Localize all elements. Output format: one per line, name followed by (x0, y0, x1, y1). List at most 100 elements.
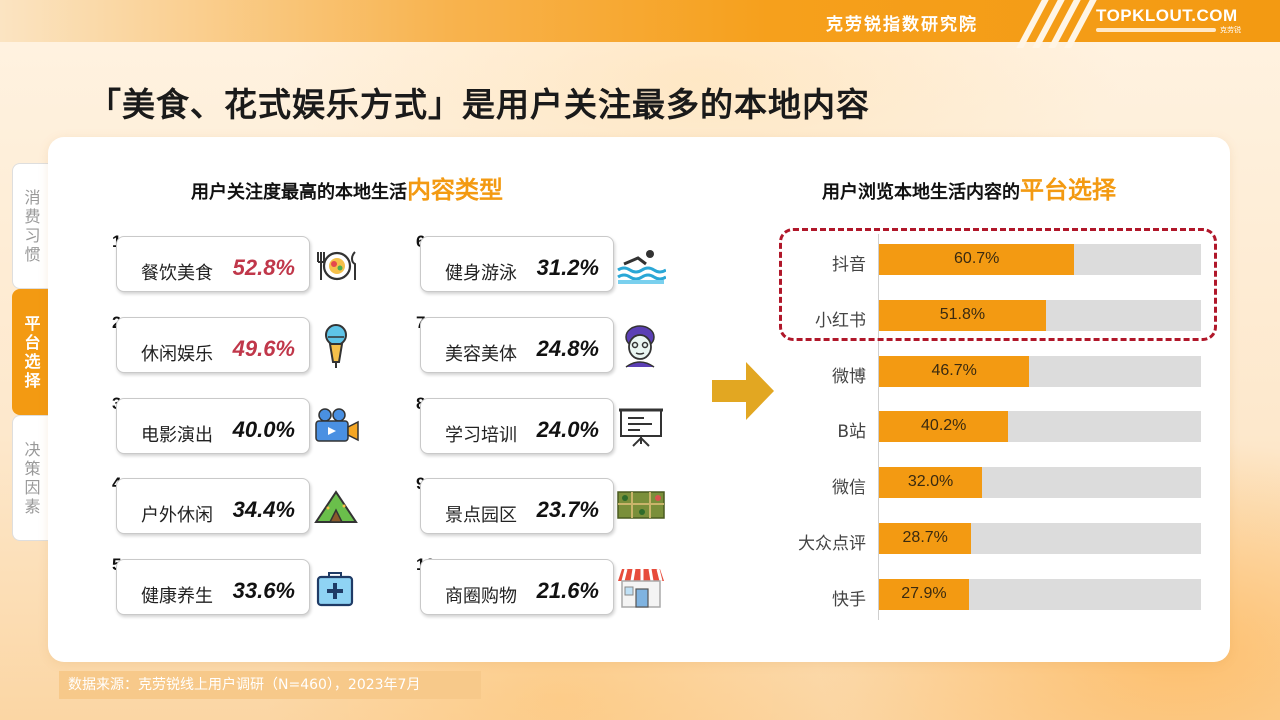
content-type-card: 户外休闲 34.4% (116, 478, 310, 534)
bar-row: 微信 32.0% (0, 467, 1280, 499)
data-source-note: 数据来源：克劳锐线上用户调研（N=460），2023年7月 (59, 671, 481, 699)
tab-platform-choice[interactable]: 平台选择 (12, 289, 52, 415)
content-type-name: 商圈购物 (445, 586, 517, 607)
bar-value-label: 51.8% (939, 305, 986, 323)
content-type-item: 3 电影演出 40.0% (112, 394, 382, 456)
header-stripes (1016, 0, 1099, 48)
arrow-right-icon (712, 362, 774, 420)
tab-consumption-habits[interactable]: 消费习惯 (12, 163, 52, 289)
org-name: 克劳锐指数研究院 (826, 15, 978, 35)
content-type-item: 1 餐饮美食 52.8% (112, 232, 382, 294)
content-type-item: 8 学习培训 24.0% (416, 394, 686, 456)
bar-value-label: 27.9% (901, 584, 947, 602)
video-camera-icon (315, 408, 359, 442)
content-type-name: 餐饮美食 (141, 263, 213, 284)
bar-track: 40.2% (879, 411, 1201, 443)
microphone-icon (325, 324, 347, 368)
bar (879, 411, 1009, 443)
bar-row: 大众点评 28.7% (0, 523, 1280, 555)
logo-sub-cn: 克劳锐 (1220, 26, 1241, 34)
dining-plate-icon (317, 251, 356, 281)
content-type-card: 景点园区 23.7% (420, 478, 614, 534)
bar (879, 467, 983, 499)
content-type-item: 6 健身游泳 31.2% (416, 232, 686, 294)
content-type-value: 52.8% (232, 255, 295, 280)
content-type-value: 31.2% (536, 255, 599, 280)
bar-value-label: 46.7% (931, 361, 977, 379)
content-type-card: 餐饮美食 52.8% (116, 236, 310, 292)
left-title-prefix: 用户关注度最高的本地生活 (191, 182, 407, 203)
right-panel-title: 用户浏览本地生活内容的平台选择 (822, 170, 1116, 205)
first-aid-kit-icon (316, 572, 354, 607)
content-type-name: 户外休闲 (141, 505, 213, 526)
logo-text: TOPKLOUT.COM (1096, 6, 1238, 25)
content-type-name: 电影演出 (141, 425, 213, 446)
facial-mask-icon (625, 325, 655, 368)
bar-track: 28.7% (879, 523, 1201, 554)
bar-value-label: 60.7% (954, 250, 1000, 267)
bar (879, 523, 972, 554)
content-type-item: 2 休闲娱乐 49.6% (112, 313, 382, 375)
content-type-value: 49.6% (232, 336, 295, 361)
tab-label: 消费习惯 (24, 188, 41, 264)
bar-category-label: 快手 (832, 589, 866, 610)
bar-row: 小红书 51.8% (0, 299, 1280, 332)
bar-row: 微博 46.7% (0, 355, 1280, 388)
content-type-card: 学习培训 24.0% (420, 398, 614, 454)
content-type-value: 40.0% (232, 417, 295, 442)
content-type-value: 33.6% (232, 578, 295, 603)
content-type-value: 21.6% (536, 578, 599, 603)
bar-track: 27.9% (879, 578, 1201, 610)
content-type-item: 4 户外休闲 34.4% (112, 474, 382, 536)
bar-track: 51.8% (879, 299, 1201, 331)
bar-category-label: 微博 (832, 366, 866, 387)
right-title-highlight: 平台选择 (1020, 176, 1116, 204)
logo-tagline (1096, 28, 1248, 34)
bar-value-label: 40.2% (921, 417, 967, 435)
bar-row: 快手 27.9% (0, 578, 1280, 611)
bar-row: B站 40.2% (0, 411, 1280, 443)
brand-logo: TOPKLOUT.COM 克劳锐 (1096, 6, 1256, 38)
content-type-value: 24.0% (536, 417, 599, 442)
content-type-name: 休闲娱乐 (141, 344, 213, 365)
tab-decision-factors[interactable]: 决策因素 (12, 415, 52, 541)
bar-value-label: 32.0% (907, 473, 954, 491)
content-type-name: 健身游泳 (445, 263, 517, 284)
content-type-card: 休闲娱乐 49.6% (116, 317, 310, 373)
content-type-item: 7 美容美体 24.8% (416, 313, 686, 375)
swimmer-icon (617, 250, 666, 284)
bar-row: 抖音 60.7% (0, 244, 1280, 276)
bar-category-label: B站 (837, 422, 866, 443)
content-type-card: 健康养生 33.6% (116, 559, 310, 615)
tab-label: 决策因素 (24, 440, 41, 516)
bar-category-label: 微信 (832, 478, 866, 499)
content-type-card: 健身游泳 31.2% (420, 236, 614, 292)
bar-category-label: 抖音 (832, 255, 866, 275)
bar-category-label: 大众点评 (798, 534, 866, 554)
bar-value-label: 28.7% (902, 529, 948, 546)
content-type-name: 景点园区 (445, 505, 517, 526)
content-type-value: 24.8% (536, 336, 599, 361)
content-type-value: 34.4% (232, 497, 295, 522)
content-type-name: 健康养生 (141, 586, 213, 607)
bar-track: 60.7% (879, 244, 1201, 275)
bar (879, 244, 1075, 275)
bar-chart-axis (878, 234, 879, 620)
presentation-board-icon (619, 408, 663, 447)
content-type-item: 10 商圈购物 21.6% (416, 555, 686, 617)
park-map-icon (617, 491, 665, 519)
header-bar: 克劳锐指数研究院 TOPKLOUT.COM 克劳锐 (0, 0, 1280, 48)
bar (879, 355, 1030, 387)
content-type-value: 23.7% (536, 497, 599, 522)
bar (879, 578, 969, 610)
left-panel-title: 用户关注度最高的本地生活内容类型 (191, 170, 503, 205)
tab-label: 平台选择 (24, 314, 41, 390)
bar-track: 46.7% (879, 355, 1201, 387)
content-type-name: 美容美体 (445, 344, 517, 365)
content-type-card: 美容美体 24.8% (420, 317, 614, 373)
content-type-card: 电影演出 40.0% (116, 398, 310, 454)
storefront-icon (618, 568, 664, 608)
content-type-card: 商圈购物 21.6% (420, 559, 614, 615)
bar-track: 32.0% (879, 467, 1201, 499)
tent-icon (314, 490, 358, 523)
